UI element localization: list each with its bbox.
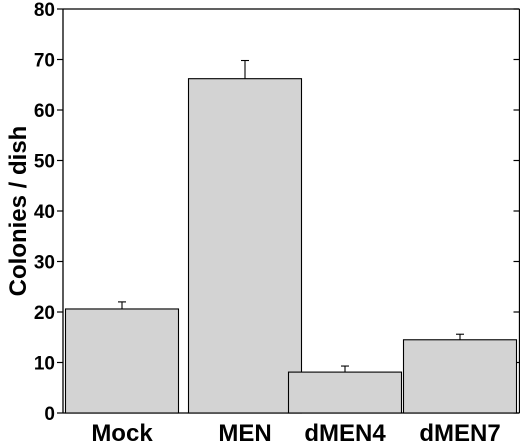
y-tick-label: 0 [44,404,55,425]
bar-mock [64,308,180,414]
x-tick-label: MEN [218,420,271,442]
y-tick-label: 80 [34,0,55,21]
bar-dmen7 [402,339,518,414]
x-tick-label: dMEN7 [419,420,500,442]
y-tick-label: 60 [34,101,55,122]
x-tick-label: Mock [91,420,153,442]
y-ticks: 0 10 20 30 40 50 60 70 80 [34,0,520,425]
y-axis-title: Colonies / dish [5,126,32,297]
y-tick-label: 40 [34,202,55,223]
bars [64,59,518,414]
y-tick-label: 10 [34,354,55,375]
y-tick-label: 30 [34,253,55,274]
y-tick-label: 20 [34,303,55,324]
bar-dmen4 [287,371,403,414]
x-tick-labels: Mock MEN dMEN4 dMEN7 [91,420,500,442]
bar-men [187,78,303,414]
x-tick-label: dMEN4 [304,420,386,442]
y-tick-label: 50 [34,152,55,173]
y-tick-label: 70 [34,51,55,72]
